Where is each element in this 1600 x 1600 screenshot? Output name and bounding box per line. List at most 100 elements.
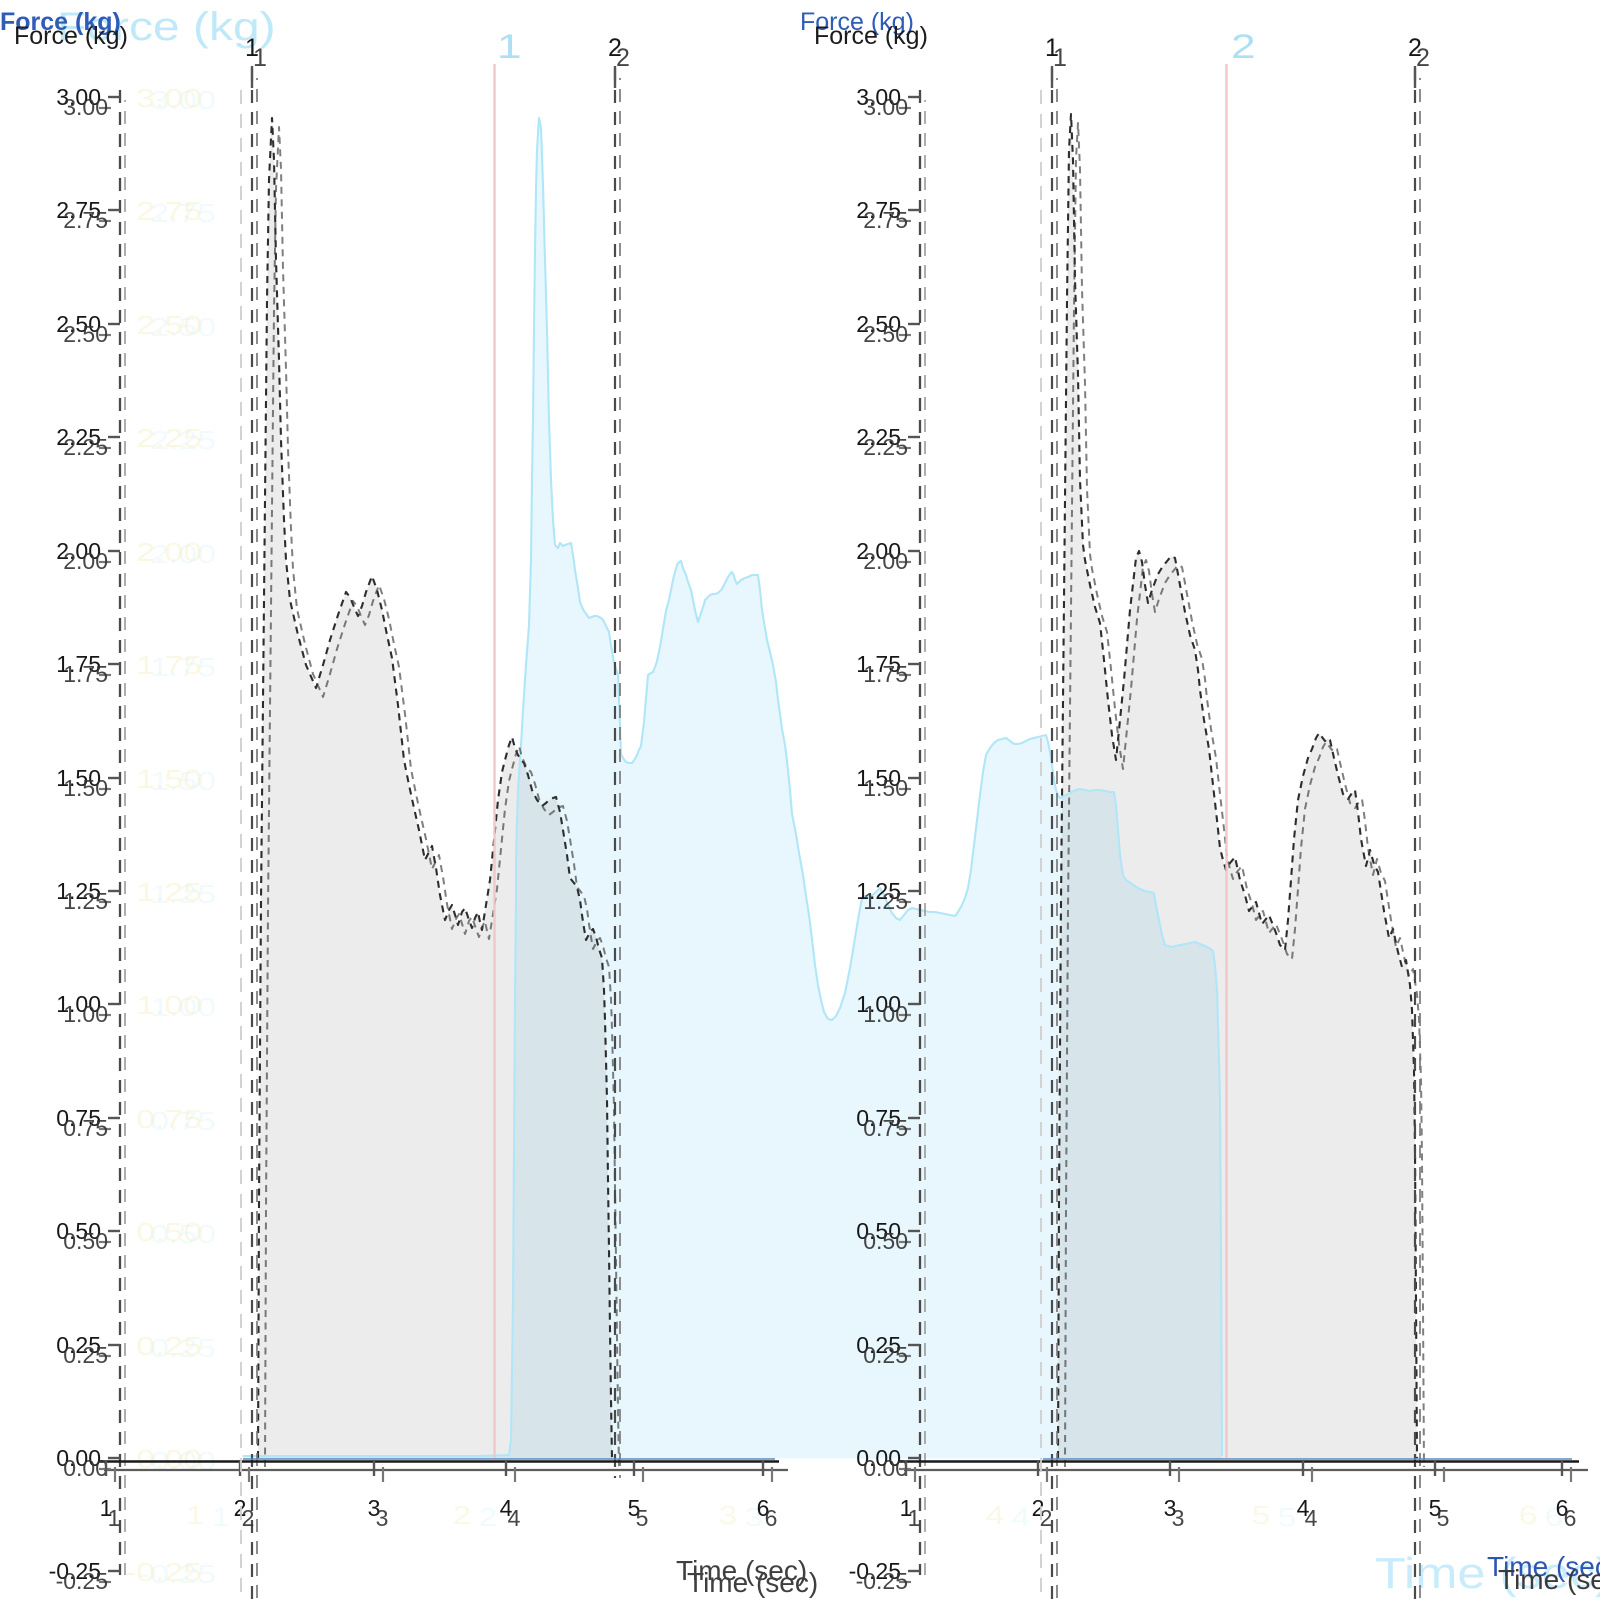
svg-text:1.00: 1.00 <box>863 1001 908 1027</box>
svg-text:6: 6 <box>757 1495 770 1521</box>
svg-text:1.00: 1.00 <box>150 994 216 1022</box>
svg-text:0.50: 0.50 <box>63 1228 108 1254</box>
svg-text:0.00: 0.00 <box>56 1445 101 1471</box>
svg-text:1.75: 1.75 <box>150 654 216 682</box>
svg-text:4: 4 <box>508 1505 521 1531</box>
svg-text:0.00: 0.00 <box>856 1445 901 1471</box>
svg-text:3.00: 3.00 <box>136 85 202 113</box>
svg-text:6: 6 <box>765 1505 778 1531</box>
svg-text:1.75: 1.75 <box>56 651 101 677</box>
svg-text:Force (kg): Force (kg) <box>800 8 914 36</box>
svg-text:4: 4 <box>500 1495 513 1521</box>
svg-text:1.25: 1.25 <box>56 878 101 904</box>
svg-text:2.25: 2.25 <box>63 434 108 460</box>
svg-text:5: 5 <box>1437 1505 1450 1531</box>
svg-text:1.00: 1.00 <box>856 991 901 1017</box>
svg-text:2: 2 <box>608 34 622 62</box>
svg-text:1.75: 1.75 <box>863 661 908 687</box>
svg-text:Time (sec): Time (sec) <box>676 1555 807 1586</box>
svg-text:2.25: 2.25 <box>136 425 202 453</box>
svg-text:1: 1 <box>108 1505 121 1531</box>
svg-text:1.75: 1.75 <box>63 661 108 687</box>
svg-text:1: 1 <box>900 1495 913 1521</box>
svg-text:1.50: 1.50 <box>63 775 108 801</box>
svg-text:3.00: 3.00 <box>63 94 108 120</box>
svg-text:3: 3 <box>1164 1495 1177 1521</box>
svg-text:-0.25: -0.25 <box>849 1558 901 1584</box>
svg-text:1: 1 <box>100 1495 113 1521</box>
svg-text:0.75: 0.75 <box>56 1105 101 1131</box>
svg-text:2: 2 <box>616 44 630 72</box>
svg-text:5: 5 <box>1252 1502 1271 1530</box>
svg-text:0.25: 0.25 <box>150 1335 216 1363</box>
svg-text:1.50: 1.50 <box>856 765 901 791</box>
svg-text:2: 2 <box>1231 28 1256 66</box>
svg-text:1.00: 1.00 <box>136 992 202 1020</box>
svg-text:3.00: 3.00 <box>150 87 216 115</box>
svg-text:5: 5 <box>1429 1495 1442 1521</box>
svg-text:1.50: 1.50 <box>863 775 908 801</box>
svg-text:0.25: 0.25 <box>863 1342 908 1368</box>
svg-text:-0.25: -0.25 <box>139 1561 216 1589</box>
svg-text:6: 6 <box>1556 1495 1569 1521</box>
svg-text:0.25: 0.25 <box>63 1342 108 1368</box>
svg-text:2.75: 2.75 <box>56 197 101 223</box>
svg-text:3: 3 <box>1172 1505 1185 1531</box>
svg-text:Force (kg): Force (kg) <box>14 22 128 50</box>
svg-text:1: 1 <box>212 1504 231 1532</box>
svg-text:0.50: 0.50 <box>136 1219 202 1247</box>
svg-text:0.75: 0.75 <box>136 1106 202 1134</box>
svg-text:1.50: 1.50 <box>56 765 101 791</box>
svg-text:2.50: 2.50 <box>863 321 908 347</box>
svg-text:Force (kg): Force (kg) <box>57 5 276 49</box>
svg-text:Force (kg): Force (kg) <box>0 8 121 36</box>
svg-text:0.25: 0.25 <box>856 1332 901 1358</box>
svg-text:1: 1 <box>253 44 267 72</box>
svg-text:2.00: 2.00 <box>863 548 908 574</box>
svg-text:6: 6 <box>1545 1504 1564 1532</box>
svg-text:2.50: 2.50 <box>56 311 101 337</box>
svg-text:2: 2 <box>479 1504 498 1532</box>
svg-text:0.50: 0.50 <box>856 1218 901 1244</box>
svg-text:1.50: 1.50 <box>136 766 202 794</box>
svg-text:5: 5 <box>1278 1504 1297 1532</box>
svg-text:3.00: 3.00 <box>56 84 101 110</box>
svg-text:0.50: 0.50 <box>150 1221 216 1249</box>
svg-text:3.00: 3.00 <box>856 84 901 110</box>
svg-text:2.25: 2.25 <box>863 434 908 460</box>
svg-text:1.00: 1.00 <box>63 1001 108 1027</box>
svg-text:2.75: 2.75 <box>150 200 216 228</box>
svg-text:Time (sec): Time (sec) <box>1498 1564 1600 1595</box>
svg-text:-0.25: -0.25 <box>125 1559 202 1587</box>
svg-text:2.75: 2.75 <box>136 198 202 226</box>
svg-text:Time (sec): Time (sec) <box>687 1567 818 1598</box>
svg-text:2.25: 2.25 <box>856 424 901 450</box>
svg-text:3.00: 3.00 <box>863 94 908 120</box>
svg-text:1.00: 1.00 <box>56 991 101 1017</box>
svg-text:3: 3 <box>745 1504 764 1532</box>
svg-text:1: 1 <box>186 1502 205 1530</box>
svg-text:2.00: 2.00 <box>150 541 216 569</box>
svg-text:4: 4 <box>986 1502 1005 1530</box>
svg-text:1: 1 <box>245 34 259 62</box>
svg-text:2.25: 2.25 <box>150 427 216 455</box>
svg-text:2.50: 2.50 <box>856 311 901 337</box>
svg-text:1.50: 1.50 <box>150 768 216 796</box>
svg-text:2.75: 2.75 <box>863 207 908 233</box>
svg-text:2.25: 2.25 <box>56 424 101 450</box>
svg-text:1: 1 <box>1053 44 1067 72</box>
svg-text:1.25: 1.25 <box>150 881 216 909</box>
svg-text:0.25: 0.25 <box>136 1333 202 1361</box>
svg-text:-0.25: -0.25 <box>49 1558 101 1584</box>
svg-text:3: 3 <box>368 1495 381 1521</box>
svg-text:2: 2 <box>453 1502 472 1530</box>
svg-text:1.75: 1.75 <box>856 651 901 677</box>
svg-text:2.00: 2.00 <box>856 538 901 564</box>
svg-text:2: 2 <box>242 1505 255 1531</box>
svg-text:0.00: 0.00 <box>863 1455 908 1481</box>
svg-text:5: 5 <box>628 1495 641 1521</box>
svg-text:2: 2 <box>1040 1505 1053 1531</box>
svg-text:6: 6 <box>1519 1502 1538 1530</box>
svg-text:6: 6 <box>1564 1505 1577 1531</box>
svg-text:4: 4 <box>1297 1495 1310 1521</box>
